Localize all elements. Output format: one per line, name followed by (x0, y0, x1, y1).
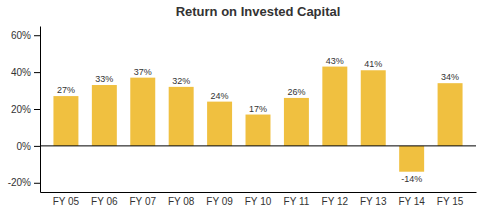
plot: -20% 0% 20% 40% 60% FY 05 FY 06 FY 07 FY 08 FY 09… (8, 27, 477, 208)
bar (92, 85, 117, 146)
bar (322, 67, 347, 146)
data-label: 32% (172, 76, 190, 86)
data-label: 33% (95, 74, 113, 84)
y-axis: -20% 0% 20% 40% 60% (8, 27, 41, 193)
x-axis: FY 05 FY 06 FY 07 FY 08 FY 09 FY 10 FY 11 FY 12… (41, 192, 477, 207)
x-tick-label: FY 11 (284, 196, 310, 207)
x-tick-label: FY 10 (245, 196, 272, 207)
x-tick-label: FY 05 (53, 196, 80, 207)
bar (130, 78, 155, 146)
data-label: 26% (287, 87, 305, 97)
x-tick-label: FY 14 (398, 196, 425, 207)
y-tick-mark (34, 109, 40, 110)
x-tick: FY 13 (360, 192, 387, 207)
bar (207, 102, 232, 146)
x-tick: FY 15 (437, 192, 464, 207)
bar (399, 146, 424, 172)
chart: -20% 0% 20% 40% 60% FY 05 FY 06 FY 07 FY 08 FY 09… (0, 0, 486, 214)
x-tick: FY 10 (245, 192, 272, 207)
x-tick-label: FY 13 (360, 196, 387, 207)
bars (53, 67, 462, 172)
bar (169, 87, 194, 146)
x-tick: FY 11 (284, 192, 310, 207)
title: Return on Invested Capital (176, 4, 341, 19)
y-tick-mark (34, 183, 40, 184)
y-tick-label: -20% (8, 177, 31, 188)
y-tick: 40% (11, 67, 40, 78)
x-tick: FY 06 (91, 192, 118, 207)
x-tick-label: FY 15 (437, 196, 464, 207)
y-axis-line (40, 27, 41, 193)
data-labels: 27% 33% 37% 32% 24% 17% 26% 43% 41% -14% 34% (57, 56, 459, 184)
y-tick-label: 40% (11, 67, 31, 78)
y-tick-mark (34, 146, 40, 147)
data-label: 17% (249, 104, 267, 114)
data-label: 24% (211, 91, 229, 101)
y-tick-mark (34, 35, 40, 36)
x-tick-label: FY 06 (91, 196, 118, 207)
x-tick: FY 08 (168, 192, 195, 207)
bar (361, 70, 386, 146)
x-tick: FY 07 (130, 192, 157, 207)
y-tick: 60% (11, 30, 40, 41)
data-label: 34% (441, 72, 459, 82)
y-tick-mark (34, 72, 40, 73)
x-tick-label: FY 07 (130, 196, 157, 207)
data-label: 41% (364, 59, 382, 69)
data-label: -14% (401, 174, 422, 184)
bar (438, 83, 463, 146)
y-tick: 20% (11, 104, 40, 115)
x-tick-label: FY 08 (168, 196, 195, 207)
x-tick: FY 12 (322, 192, 349, 207)
y-tick: -20% (8, 177, 40, 188)
y-tick-label: 0% (17, 141, 32, 152)
bar (53, 96, 78, 146)
x-tick: FY 09 (206, 192, 233, 207)
data-label: 43% (326, 56, 344, 66)
bar (246, 115, 271, 146)
x-tick: FY 14 (398, 192, 425, 207)
data-label: 37% (134, 67, 152, 77)
y-tick: 0% (17, 141, 40, 152)
data-label: 27% (57, 85, 75, 95)
zero-line (40, 145, 476, 146)
x-tick: FY 05 (53, 192, 80, 207)
y-tick-label: 60% (11, 30, 31, 41)
x-tick-label: FY 12 (322, 196, 349, 207)
x-axis-line (41, 192, 477, 193)
y-tick-label: 20% (11, 104, 31, 115)
bar (284, 98, 309, 146)
x-tick-label: FY 09 (206, 196, 233, 207)
